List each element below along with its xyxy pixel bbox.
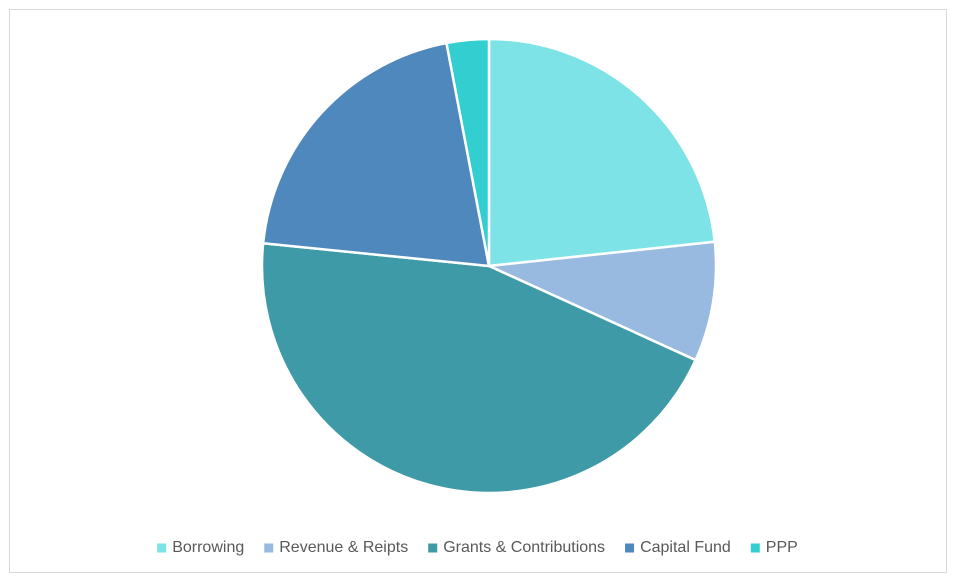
legend-swatch <box>264 543 274 553</box>
pie <box>260 37 718 495</box>
legend-swatch <box>157 543 167 553</box>
legend-swatch <box>750 543 760 553</box>
pie-slice <box>260 241 697 495</box>
legend-swatch <box>625 543 635 553</box>
legend-label: Capital Fund <box>640 539 731 556</box>
legend-swatch <box>428 543 438 553</box>
legend-label: PPP <box>766 539 798 556</box>
pie-slice <box>261 41 491 268</box>
legend: Borrowing Revenue & Reipts Grants & Contri… <box>157 539 798 556</box>
pie-slice <box>487 37 716 268</box>
legend-label: Borrowing <box>172 539 244 556</box>
legend-label: Revenue & Reipts <box>279 539 408 556</box>
pie-slice <box>445 37 491 268</box>
legend-label: Grants & Contributions <box>443 539 605 556</box>
pie-slice <box>487 240 718 362</box>
